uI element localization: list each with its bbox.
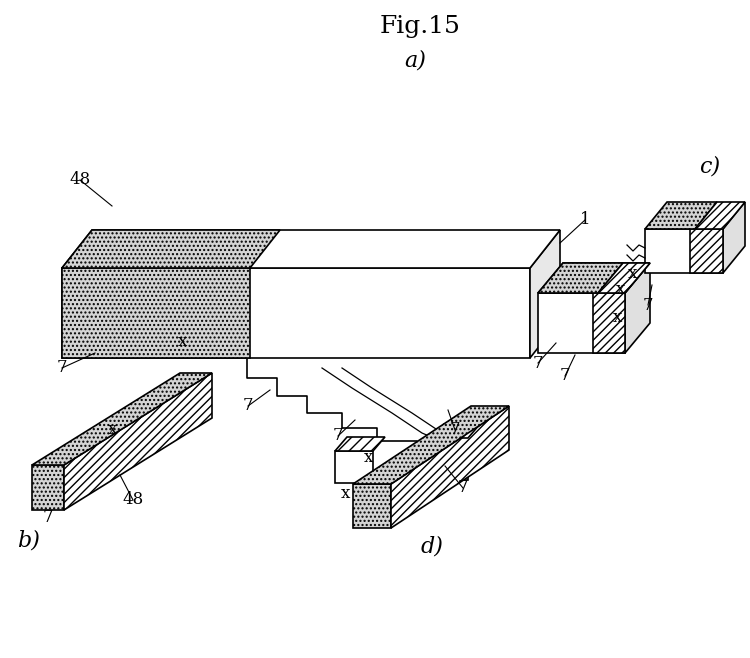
- Text: 7: 7: [532, 355, 543, 372]
- Text: 7: 7: [333, 428, 344, 445]
- Polygon shape: [695, 202, 745, 229]
- Polygon shape: [353, 406, 509, 484]
- Polygon shape: [62, 230, 280, 268]
- Text: 48: 48: [69, 172, 91, 188]
- Polygon shape: [538, 263, 623, 293]
- Text: a): a): [404, 50, 426, 72]
- Text: x: x: [340, 484, 350, 501]
- Polygon shape: [432, 438, 468, 480]
- Polygon shape: [432, 424, 480, 438]
- Text: d): d): [421, 535, 443, 557]
- Polygon shape: [593, 293, 625, 353]
- Polygon shape: [645, 229, 723, 273]
- Text: 48: 48: [122, 492, 144, 509]
- Text: 7: 7: [57, 359, 68, 376]
- Text: x: x: [177, 334, 187, 351]
- Polygon shape: [353, 484, 391, 528]
- Text: 7: 7: [243, 397, 254, 415]
- Text: 7: 7: [458, 480, 468, 497]
- Polygon shape: [391, 406, 509, 528]
- Text: x: x: [363, 449, 373, 467]
- Polygon shape: [538, 293, 625, 353]
- Text: 7: 7: [643, 297, 653, 313]
- Polygon shape: [62, 230, 560, 268]
- Polygon shape: [723, 202, 745, 273]
- Polygon shape: [645, 202, 717, 229]
- Text: x: x: [612, 309, 622, 326]
- Polygon shape: [32, 465, 64, 510]
- Polygon shape: [538, 263, 650, 293]
- Text: 7: 7: [560, 368, 570, 384]
- Text: x: x: [615, 282, 625, 299]
- Text: 7: 7: [43, 509, 53, 526]
- Text: x: x: [107, 422, 117, 438]
- Polygon shape: [530, 230, 560, 358]
- Polygon shape: [625, 263, 650, 353]
- Text: 7: 7: [450, 422, 460, 438]
- Polygon shape: [32, 373, 212, 465]
- Polygon shape: [62, 268, 250, 358]
- Polygon shape: [335, 451, 373, 483]
- Text: c): c): [700, 155, 721, 177]
- Text: Fig.15: Fig.15: [380, 14, 460, 38]
- Text: b): b): [16, 529, 40, 551]
- Text: x: x: [627, 265, 637, 282]
- Polygon shape: [335, 437, 385, 451]
- Polygon shape: [62, 268, 530, 358]
- Polygon shape: [64, 373, 212, 510]
- Text: 1: 1: [580, 211, 590, 228]
- Polygon shape: [690, 229, 723, 273]
- Polygon shape: [598, 263, 650, 293]
